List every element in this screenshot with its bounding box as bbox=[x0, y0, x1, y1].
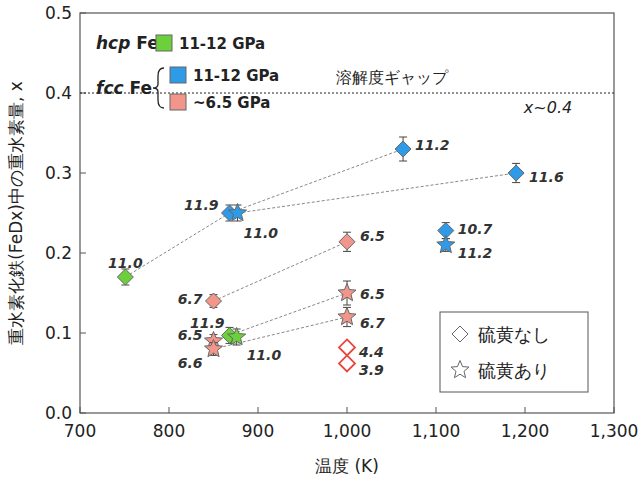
legend-brace bbox=[153, 68, 164, 108]
x-tick bbox=[347, 407, 348, 413]
point-label: 4.4 bbox=[358, 344, 384, 360]
y-tick-label: 0.1 bbox=[45, 323, 72, 343]
error-cap bbox=[343, 281, 351, 282]
point-label: 11.0 bbox=[244, 225, 279, 241]
data-point bbox=[338, 284, 356, 301]
point-label: 11.0 bbox=[247, 347, 282, 363]
link-line bbox=[238, 173, 517, 213]
plot-area bbox=[80, 93, 614, 371]
error-cap bbox=[512, 163, 520, 164]
x-tick bbox=[169, 407, 170, 413]
reference-label: x~0.4 bbox=[523, 98, 572, 117]
error-cap bbox=[343, 232, 351, 233]
legend-text: 硫黄なし bbox=[478, 324, 550, 345]
error-cap bbox=[343, 305, 351, 306]
data-point bbox=[229, 204, 247, 221]
marker-legend: 硫黄なし硫黄あり bbox=[440, 312, 588, 392]
point-label: 11.2 bbox=[415, 137, 450, 153]
error-cap bbox=[512, 182, 520, 183]
point-label: 6.5 bbox=[178, 327, 203, 343]
x-tick-label: 900 bbox=[242, 421, 274, 441]
point-label: 11.2 bbox=[458, 245, 493, 261]
point-label: 3.9 bbox=[359, 362, 384, 378]
x-tick bbox=[436, 407, 437, 413]
y-axis-label: 重水素化鉄(FeDx)中の重水素量, x bbox=[6, 81, 26, 345]
plot-frame bbox=[80, 13, 614, 413]
point-label: 10.7 bbox=[458, 221, 493, 237]
reference-line bbox=[80, 93, 614, 94]
link-line bbox=[214, 242, 348, 301]
x-axis-label: 温度 (K) bbox=[315, 456, 379, 476]
y-tick-label: 0.3 bbox=[45, 163, 72, 183]
x-tick bbox=[614, 407, 615, 413]
legend-group-label-part: fcc bbox=[96, 78, 124, 98]
data-point bbox=[228, 328, 246, 345]
error-cap bbox=[399, 161, 407, 162]
chart: 700 800 900 1,000 1,100 1,200 1,300 0.0 0.1 0.2 0.… bbox=[0, 0, 640, 482]
error-cap bbox=[343, 326, 351, 327]
y-tick bbox=[80, 13, 86, 14]
y-tick bbox=[80, 253, 86, 254]
data-point bbox=[205, 340, 223, 357]
x-tick-label: 700 bbox=[64, 421, 96, 441]
legend-swatch bbox=[156, 35, 172, 51]
legend: hcp Fe 11-12 GPa fcc Fe 11-12 GPa ~6.5 GPa bbox=[96, 33, 279, 112]
legend-group-label: hcp Fe bbox=[96, 33, 159, 53]
point-label: 6.7 bbox=[360, 315, 385, 331]
data-point bbox=[395, 141, 411, 157]
legend-text: 硫黄あり bbox=[478, 360, 550, 381]
x-tick bbox=[80, 407, 81, 413]
point-label: 6.5 bbox=[360, 286, 385, 302]
data-point bbox=[117, 269, 133, 285]
x-tick-label: 1,000 bbox=[323, 421, 372, 441]
point-label: 11.9 bbox=[184, 197, 219, 213]
legend-text: ~6.5 GPa bbox=[193, 94, 270, 112]
link-line bbox=[230, 149, 404, 213]
y-tick-label: 0.0 bbox=[45, 403, 72, 423]
x-tick bbox=[525, 407, 526, 413]
legend-marker bbox=[452, 326, 468, 342]
point-label: 11.6 bbox=[529, 169, 564, 185]
legend-group-label-part: Fe bbox=[130, 33, 158, 53]
y-tick bbox=[80, 413, 86, 414]
data-point bbox=[206, 293, 222, 309]
y-tick bbox=[80, 333, 86, 334]
error-cap bbox=[233, 345, 241, 346]
error-cap bbox=[343, 251, 351, 252]
legend-group-label: fcc Fe bbox=[96, 78, 152, 98]
reference-label: 溶解度ギャップ bbox=[336, 68, 449, 87]
legend-text: 11-12 GPa bbox=[193, 67, 279, 85]
data-point bbox=[508, 165, 524, 181]
legend-swatch bbox=[170, 94, 186, 110]
error-cap bbox=[399, 137, 407, 138]
legend-group-label-part: Fe bbox=[124, 78, 152, 98]
y-tick-label: 0.5 bbox=[45, 3, 72, 23]
x-tick-label: 1,300 bbox=[590, 421, 639, 441]
point-label: 6.7 bbox=[178, 291, 203, 307]
data-point bbox=[339, 339, 355, 355]
x-tick-label: 1,100 bbox=[412, 421, 461, 441]
data-point bbox=[437, 236, 455, 253]
x-tick-label: 800 bbox=[153, 421, 185, 441]
y-tick bbox=[80, 173, 86, 174]
link-line bbox=[214, 317, 348, 349]
error-cap bbox=[234, 221, 242, 222]
point-label: 6.5 bbox=[360, 228, 385, 244]
marker-legend-box bbox=[440, 312, 588, 392]
legend-swatch bbox=[170, 67, 186, 83]
data-point bbox=[339, 355, 355, 371]
legend-group-label-part: hcp bbox=[96, 33, 130, 53]
data-point bbox=[338, 308, 356, 325]
legend-text: 11-12 GPa bbox=[179, 35, 265, 53]
x-tick-label: 1,200 bbox=[501, 421, 550, 441]
point-label: 11.0 bbox=[108, 255, 143, 271]
data-point bbox=[339, 234, 355, 250]
point-labels: 11.011.911.011.911.211.610.711.011.26.76… bbox=[108, 137, 564, 378]
y-tick-label: 0.2 bbox=[45, 243, 72, 263]
x-tick bbox=[258, 407, 259, 413]
y-tick-label: 0.4 bbox=[45, 83, 72, 103]
legend-marker bbox=[451, 361, 469, 378]
point-label: 6.6 bbox=[178, 355, 203, 371]
